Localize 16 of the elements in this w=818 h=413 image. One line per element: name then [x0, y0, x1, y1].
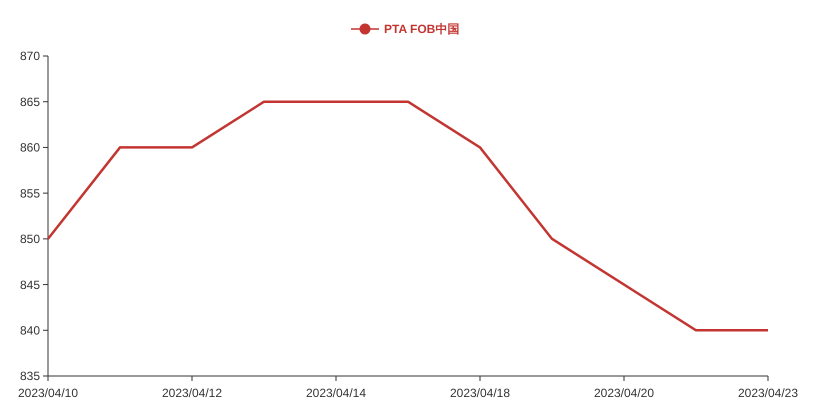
y-tick-label: 860	[20, 140, 40, 155]
y-tick-label: 840	[20, 323, 40, 338]
y-tick-label: 855	[20, 186, 40, 200]
y-tick-label: 835	[20, 369, 40, 384]
y-tick-label: 850	[20, 232, 40, 246]
x-tick-label: 2023/04/12	[162, 386, 222, 400]
y-tick-label: 845	[20, 278, 40, 292]
x-tick-label: 2023/04/14	[306, 386, 366, 400]
x-tick-label: 2023/04/20	[594, 386, 654, 400]
x-tick-label: 2023/04/18	[450, 386, 510, 400]
line-series	[46, 100, 770, 332]
y-tick-label: 865	[20, 94, 40, 109]
x-tick-label: 2023/04/10	[18, 386, 78, 400]
legend-label: PTA FOB中国	[384, 22, 460, 36]
y-tick-label: 870	[20, 49, 40, 64]
x-tick-label: 2023/04/23	[738, 386, 798, 400]
